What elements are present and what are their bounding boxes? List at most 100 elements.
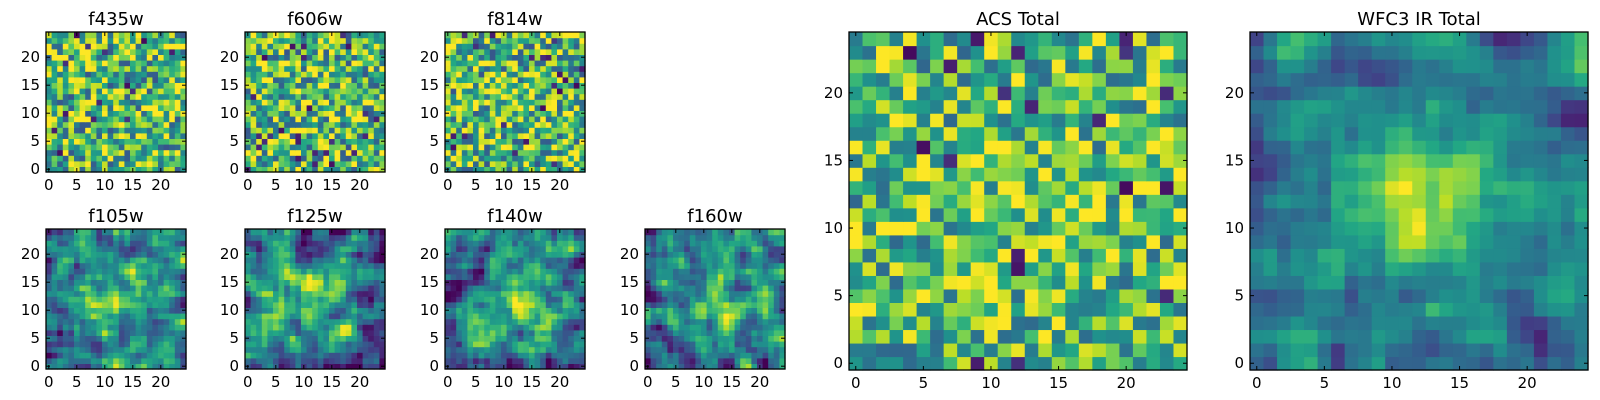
heatmap-cell	[484, 32, 491, 39]
heatmap-cell	[113, 60, 120, 67]
heatmap-cell	[312, 262, 319, 269]
heatmap-cell	[579, 296, 586, 303]
heatmap-cell	[85, 37, 92, 44]
heatmap-cell	[551, 324, 558, 331]
heatmap-cell	[301, 341, 308, 348]
heatmap-cell	[135, 273, 142, 280]
heatmap-cell	[484, 296, 491, 303]
heatmap-cell	[68, 346, 75, 353]
heatmap-cell	[180, 144, 187, 151]
heatmap-cell	[118, 155, 125, 162]
heatmap-cell	[540, 65, 547, 72]
heatmap-cell	[751, 240, 758, 247]
heatmap-cell	[1038, 342, 1053, 358]
heatmap-cell	[729, 262, 736, 269]
heatmap-cell	[461, 138, 468, 145]
heatmap-cell	[334, 363, 341, 370]
heatmap-cell	[141, 251, 148, 258]
heatmap-cell	[501, 234, 508, 241]
heatmap-cell	[661, 234, 668, 241]
heatmap-cell	[579, 285, 586, 292]
heatmap-cell	[645, 285, 652, 292]
heatmap-cell	[85, 104, 92, 111]
heatmap-cell	[124, 307, 131, 314]
heatmap-cell	[180, 268, 187, 275]
heatmap-cell	[334, 251, 341, 258]
heatmap-cell	[678, 245, 685, 252]
heatmap-cell	[163, 279, 170, 286]
heatmap-cell	[340, 160, 347, 167]
heatmap-cell	[501, 251, 508, 258]
heatmap-cell	[267, 54, 274, 61]
heatmap-cell	[1105, 356, 1120, 371]
heatmap-cell	[141, 155, 148, 162]
heatmap-cell	[334, 341, 341, 348]
heatmap-cell	[79, 318, 86, 325]
heatmap-cell	[478, 37, 485, 44]
heatmap-cell	[329, 104, 336, 111]
heatmap-cell	[484, 324, 491, 331]
heatmap-cell	[135, 99, 142, 106]
heatmap-cell	[301, 37, 308, 44]
heatmap-cell	[357, 88, 364, 95]
heatmap-cell	[562, 37, 569, 44]
heatmap-cell	[245, 352, 252, 359]
heatmap-cell	[158, 352, 165, 359]
heatmap-cell	[489, 127, 496, 134]
heatmap-cell	[467, 99, 474, 106]
heatmap-cell	[289, 251, 296, 258]
heatmap-cell	[461, 149, 468, 156]
heatmap-cell	[74, 257, 81, 264]
heatmap-cell	[256, 352, 263, 359]
heatmap-cell	[118, 352, 125, 359]
heatmap-cell	[701, 335, 708, 342]
heatmap-cell	[46, 268, 53, 275]
heatmap-cell	[74, 76, 81, 83]
heatmap-cell	[163, 37, 170, 44]
heatmap-cell	[1078, 167, 1093, 182]
heatmap-cell	[473, 104, 480, 111]
heatmap-cell	[169, 71, 176, 78]
heatmap-cell	[506, 65, 513, 72]
heatmap-cell	[573, 329, 580, 336]
heatmap-cell	[379, 37, 386, 44]
heatmap-cell	[368, 43, 375, 50]
heatmap-cell	[506, 32, 513, 39]
heatmap-cell	[261, 229, 268, 236]
heatmap-cell	[180, 116, 187, 123]
heatmap-cell	[245, 285, 252, 292]
heatmap-cell	[1119, 234, 1134, 249]
heatmap-cell	[545, 341, 552, 348]
heatmap-cell	[540, 138, 547, 145]
heatmap-cell	[916, 302, 931, 317]
heatmap-cell	[723, 240, 730, 247]
heatmap-cell	[445, 285, 452, 292]
heatmap-cell	[256, 99, 263, 106]
heatmap-cell	[957, 234, 972, 249]
heatmap-cell	[301, 257, 308, 264]
heatmap-cell	[445, 132, 452, 139]
heatmap-cell	[501, 290, 508, 297]
heatmap-cell	[158, 301, 165, 308]
heatmap-cell	[152, 245, 159, 252]
heatmap-cell	[357, 279, 364, 286]
heatmap-cell	[489, 285, 496, 292]
heatmap-cell	[656, 318, 663, 325]
heatmap-cell	[284, 71, 291, 78]
heatmap-cell	[312, 99, 319, 106]
heatmap-cell	[678, 290, 685, 297]
heatmap-cell	[534, 285, 541, 292]
heatmap-cell	[278, 279, 285, 286]
heatmap-cell	[478, 43, 485, 50]
heatmap-cell	[551, 160, 558, 167]
heatmap-cell	[495, 37, 502, 44]
heatmap-cell	[152, 166, 159, 173]
heatmap-cell	[306, 138, 313, 145]
heatmap-cell	[523, 290, 530, 297]
heatmap-cell	[141, 116, 148, 123]
heatmap-cell	[79, 363, 86, 370]
heatmap-cell	[351, 110, 358, 117]
heatmap-cell	[689, 262, 696, 269]
heatmap-cell	[706, 346, 713, 353]
heatmap-cell	[489, 138, 496, 145]
